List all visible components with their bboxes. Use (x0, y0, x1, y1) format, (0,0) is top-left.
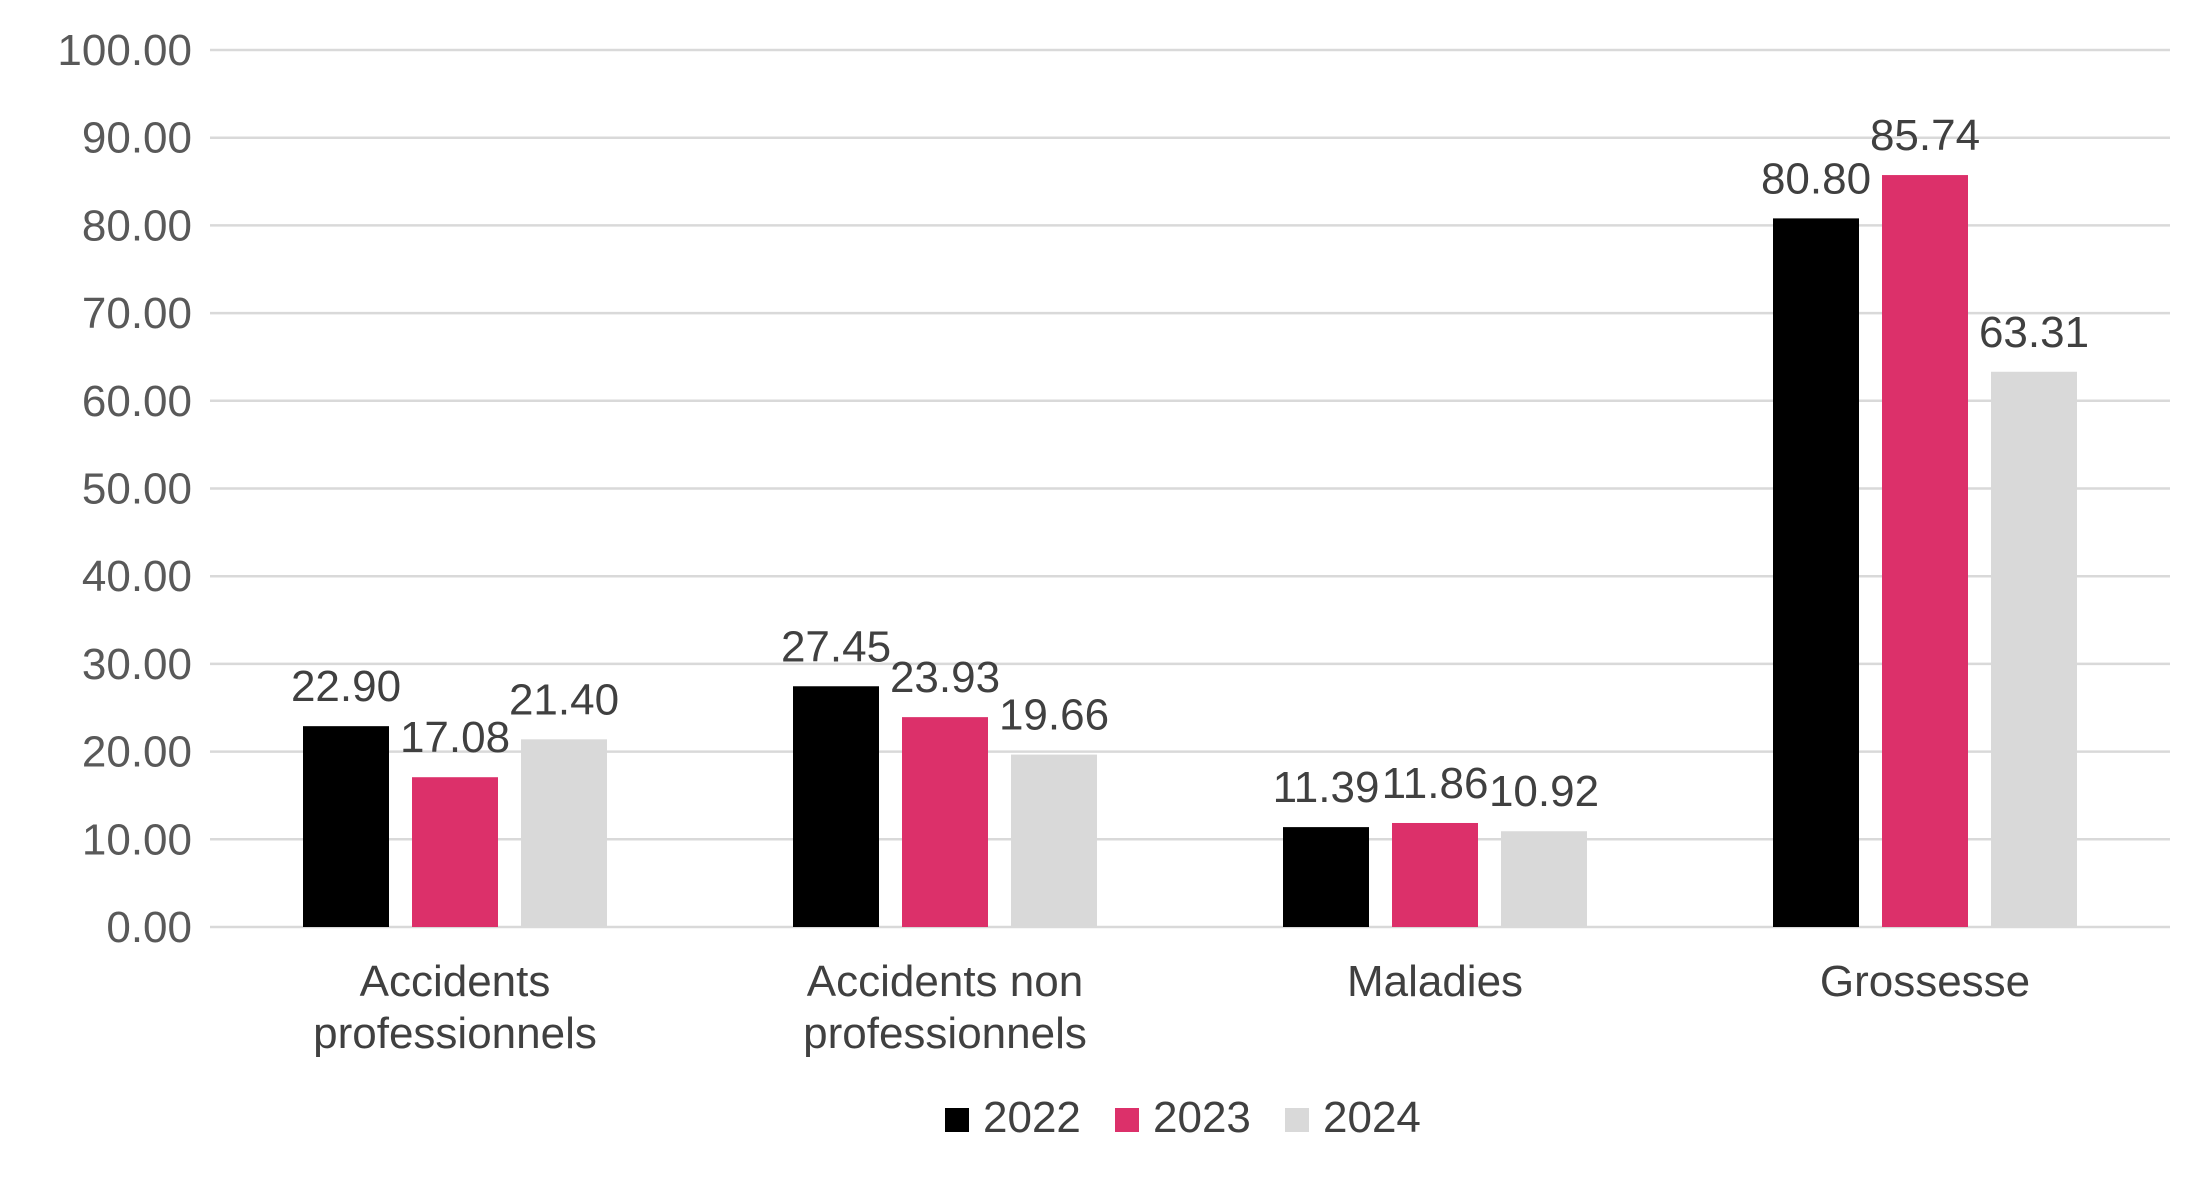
y-tick-label: 80.00 (82, 201, 192, 250)
data-label-2022-2: 11.39 (1273, 763, 1380, 812)
bars (303, 175, 2077, 928)
bar-2023-3 (1882, 175, 1968, 928)
bar-2024-3 (1991, 371, 2077, 927)
bar-2022-0 (303, 726, 389, 927)
bar-2023-1 (902, 717, 988, 927)
legend-label-2022: 2022 (983, 1093, 1081, 1142)
y-axis-tick-labels: 0.00 10.00 20.00 30.00 40.00 50.00 60.00 70.00 8… (57, 26, 192, 952)
category-label: Accidents non (807, 957, 1083, 1006)
legend-label-2024: 2024 (1323, 1093, 1421, 1142)
y-tick-label: 0.00 (106, 903, 192, 952)
category-label: Accidents (360, 957, 551, 1006)
data-label-2023-2: 11.86 (1382, 759, 1489, 808)
y-tick-label: 20.00 (82, 728, 192, 777)
y-tick-label: 90.00 (82, 114, 192, 163)
bar-2024-1 (1011, 754, 1097, 927)
bar-2022-3 (1773, 218, 1859, 927)
data-label-2024-2: 10.92 (1489, 767, 1599, 816)
category-label: Maladies (1347, 957, 1523, 1006)
bar-2024-2 (1501, 831, 1587, 927)
bar-2022-1 (793, 686, 879, 927)
bar-2023-2 (1392, 822, 1478, 927)
bar-2022-2 (1283, 827, 1369, 927)
bar-2023-0 (412, 777, 498, 927)
legend-swatch-2023 (1115, 1108, 1139, 1132)
data-label-2022-3: 80.80 (1761, 154, 1871, 203)
legend-swatch-2024 (1285, 1108, 1309, 1132)
y-tick-label: 40.00 (82, 552, 192, 601)
gridlines (210, 48, 2170, 929)
legend-swatch-2022 (945, 1108, 969, 1132)
data-label-2024-1: 19.66 (999, 691, 1109, 740)
data-label-2022-0: 22.90 (291, 662, 401, 711)
category-label: Grossesse (1820, 957, 2030, 1006)
data-label-2024-0: 21.40 (509, 675, 619, 724)
data-label-2022-1: 27.45 (781, 622, 891, 671)
y-tick-label: 60.00 (82, 377, 192, 426)
y-tick-label: 10.00 (82, 815, 192, 864)
data-label-2023-0: 17.08 (400, 713, 510, 762)
data-label-2023-1: 23.93 (890, 653, 1000, 702)
bar-2024-0 (521, 739, 607, 927)
y-tick-label: 70.00 (82, 289, 192, 338)
category-label: professionnels (313, 1009, 597, 1058)
legend-label-2023: 2023 (1153, 1093, 1251, 1142)
y-tick-label: 50.00 (82, 465, 192, 514)
data-label-2023-3: 85.74 (1870, 111, 1980, 160)
y-tick-label: 30.00 (82, 640, 192, 689)
y-tick-label: 100.00 (57, 26, 192, 75)
data-label-2024-3: 63.31 (1979, 308, 2089, 357)
category-label: professionnels (803, 1009, 1087, 1058)
legend: 2022 2023 2024 (945, 1093, 1421, 1142)
